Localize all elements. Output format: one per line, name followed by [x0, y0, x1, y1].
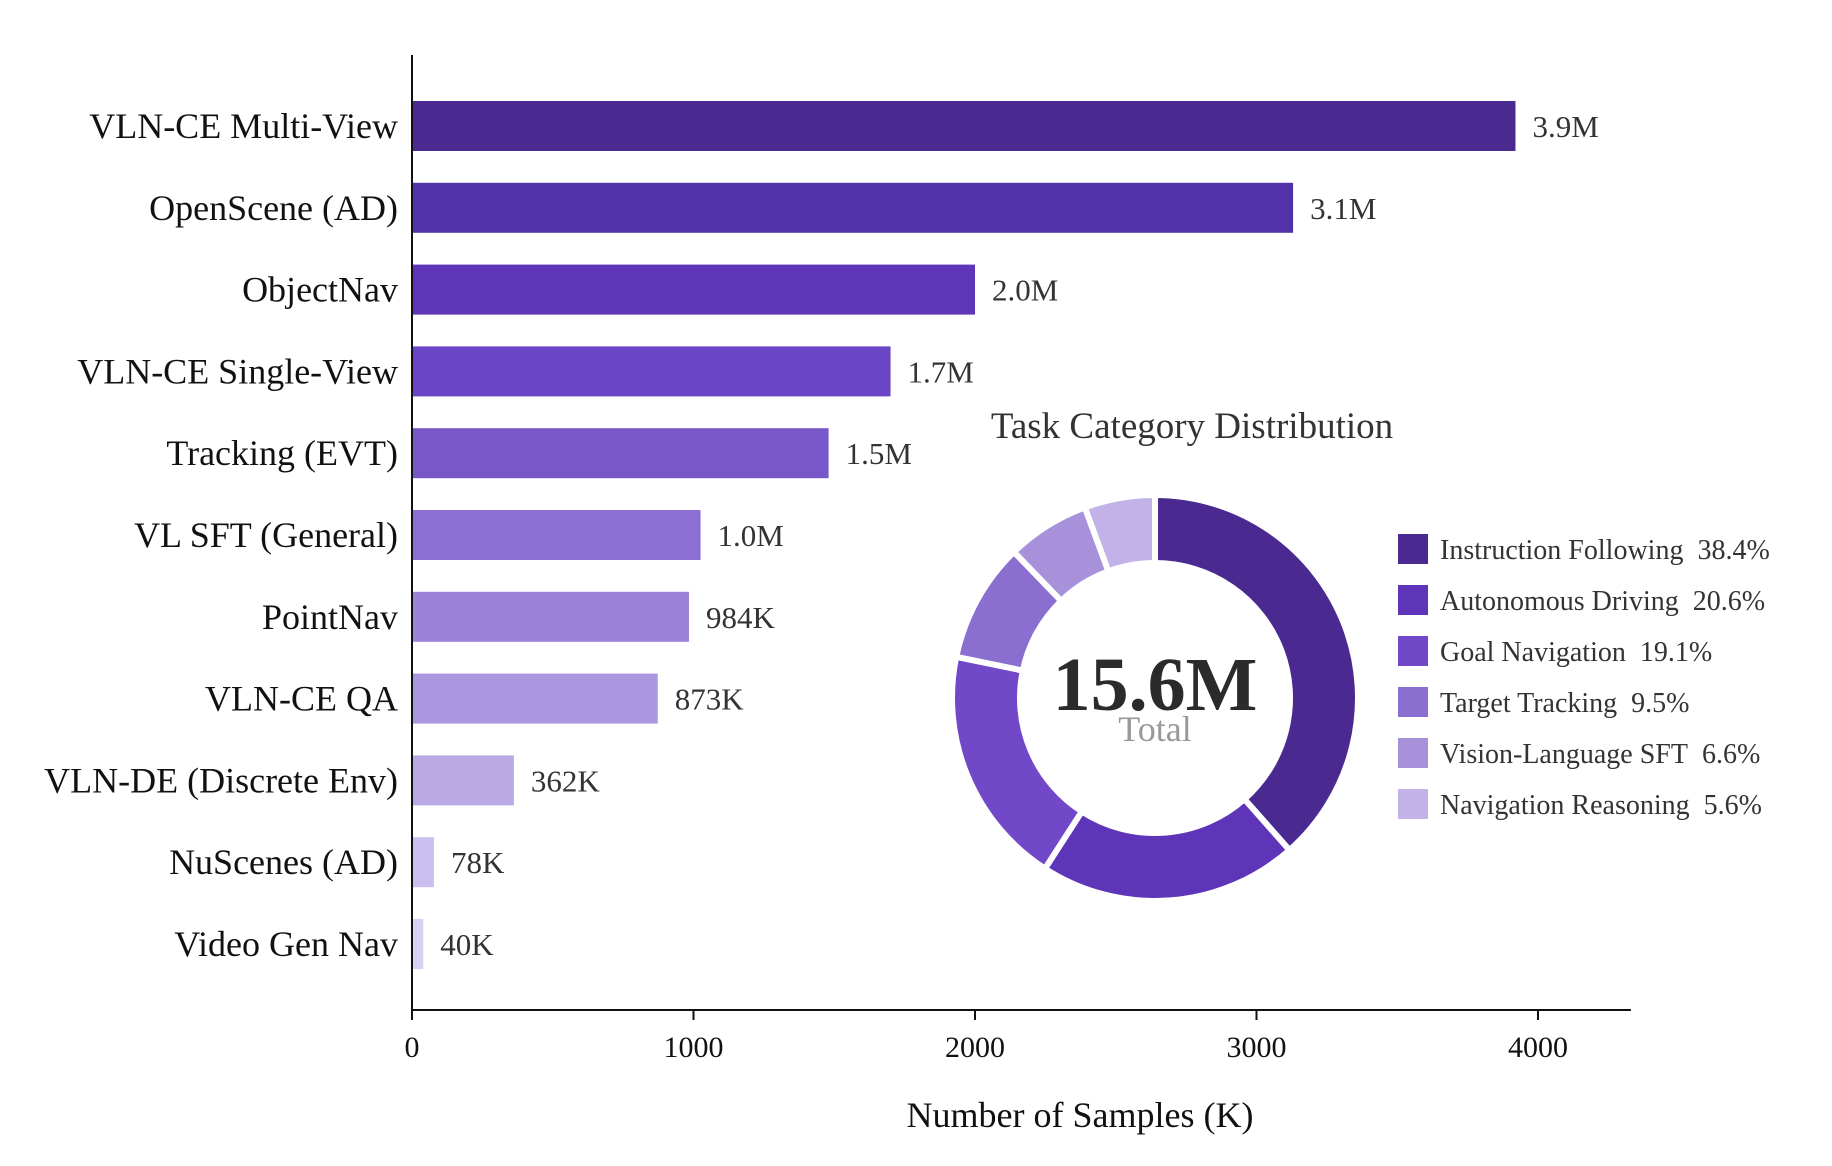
bar [412, 673, 658, 724]
bar-value-label: 362K [531, 763, 601, 798]
legend-entry: Vision-Language SFT 6.6% [1440, 739, 1760, 770]
legend-swatch [1398, 585, 1428, 615]
bar-chart: VLN-CE Multi-View 3.9M OpenScene (AD) 3.1M O… [44, 101, 1599, 969]
bar [412, 182, 1294, 233]
bar-value-label: 3.9M [1532, 109, 1598, 144]
x-axis-title: Number of Samples (K) [907, 1095, 1254, 1135]
category-label: VL SFT (General) [134, 515, 398, 555]
bar [412, 837, 434, 888]
x-tick-label: 3000 [1227, 1031, 1287, 1064]
bar [412, 346, 891, 397]
category-label: NuScenes (AD) [169, 842, 398, 882]
bar [412, 591, 689, 642]
legend-swatch [1398, 738, 1428, 768]
category-label: PointNav [262, 597, 398, 637]
bar-value-label: 984K [706, 600, 776, 635]
category-label: Video Gen Nav [174, 924, 398, 964]
bar-value-label: 873K [675, 682, 745, 717]
bar [412, 755, 514, 806]
bar-value-label: 1.0M [718, 518, 784, 553]
legend-entry: Instruction Following 38.4% [1440, 535, 1770, 566]
category-label: Tracking (EVT) [166, 433, 398, 473]
bar-value-label: 78K [451, 845, 505, 880]
bar-value-label: 40K [440, 927, 494, 962]
x-tick-label: 2000 [945, 1031, 1005, 1064]
donut-chart [949, 491, 1361, 904]
donut-slice [1152, 491, 1361, 855]
category-label: VLN-CE Single-View [77, 351, 398, 391]
bar [412, 510, 701, 560]
donut-title: Task Category Distribution [991, 406, 1393, 447]
bar-value-label: 2.0M [992, 273, 1058, 308]
legend-entry: Navigation Reasoning 5.6% [1440, 790, 1762, 821]
donut-legend: Instruction Following 38.4% Autonomous Dr… [1398, 534, 1770, 821]
category-label: OpenScene (AD) [149, 188, 398, 228]
category-label: VLN-DE (Discrete Env) [44, 760, 398, 800]
donut-slice [1081, 491, 1158, 576]
x-tick-label: 1000 [664, 1031, 724, 1064]
bar [412, 101, 1516, 151]
x-tick-label: 4000 [1508, 1031, 1568, 1064]
bar-value-label: 1.7M [908, 354, 974, 389]
bar [412, 428, 829, 479]
legend-swatch [1398, 789, 1428, 819]
donut-center-total: 15.6M [1053, 643, 1258, 727]
category-label: VLN-CE QA [205, 679, 398, 719]
legend-entry: Target Tracking 9.5% [1440, 688, 1690, 719]
bar [412, 919, 424, 969]
legend-entry: Goal Navigation 19.1% [1440, 637, 1712, 668]
bar-value-label: 1.5M [846, 436, 912, 471]
category-label: VLN-CE Multi-View [89, 106, 398, 146]
donut-center-subtext: Total [1118, 709, 1191, 749]
legend-entry: Autonomous Driving 20.6% [1440, 586, 1765, 617]
legend-swatch [1398, 534, 1428, 564]
x-axis: 0 1000 2000 3000 4000 [405, 55, 1631, 1064]
x-tick-label: 0 [405, 1031, 420, 1064]
legend-swatch [1398, 687, 1428, 717]
bar-value-label: 3.1M [1310, 191, 1376, 226]
category-label: ObjectNav [242, 270, 398, 310]
bar [412, 264, 975, 315]
legend-swatch [1398, 636, 1428, 666]
